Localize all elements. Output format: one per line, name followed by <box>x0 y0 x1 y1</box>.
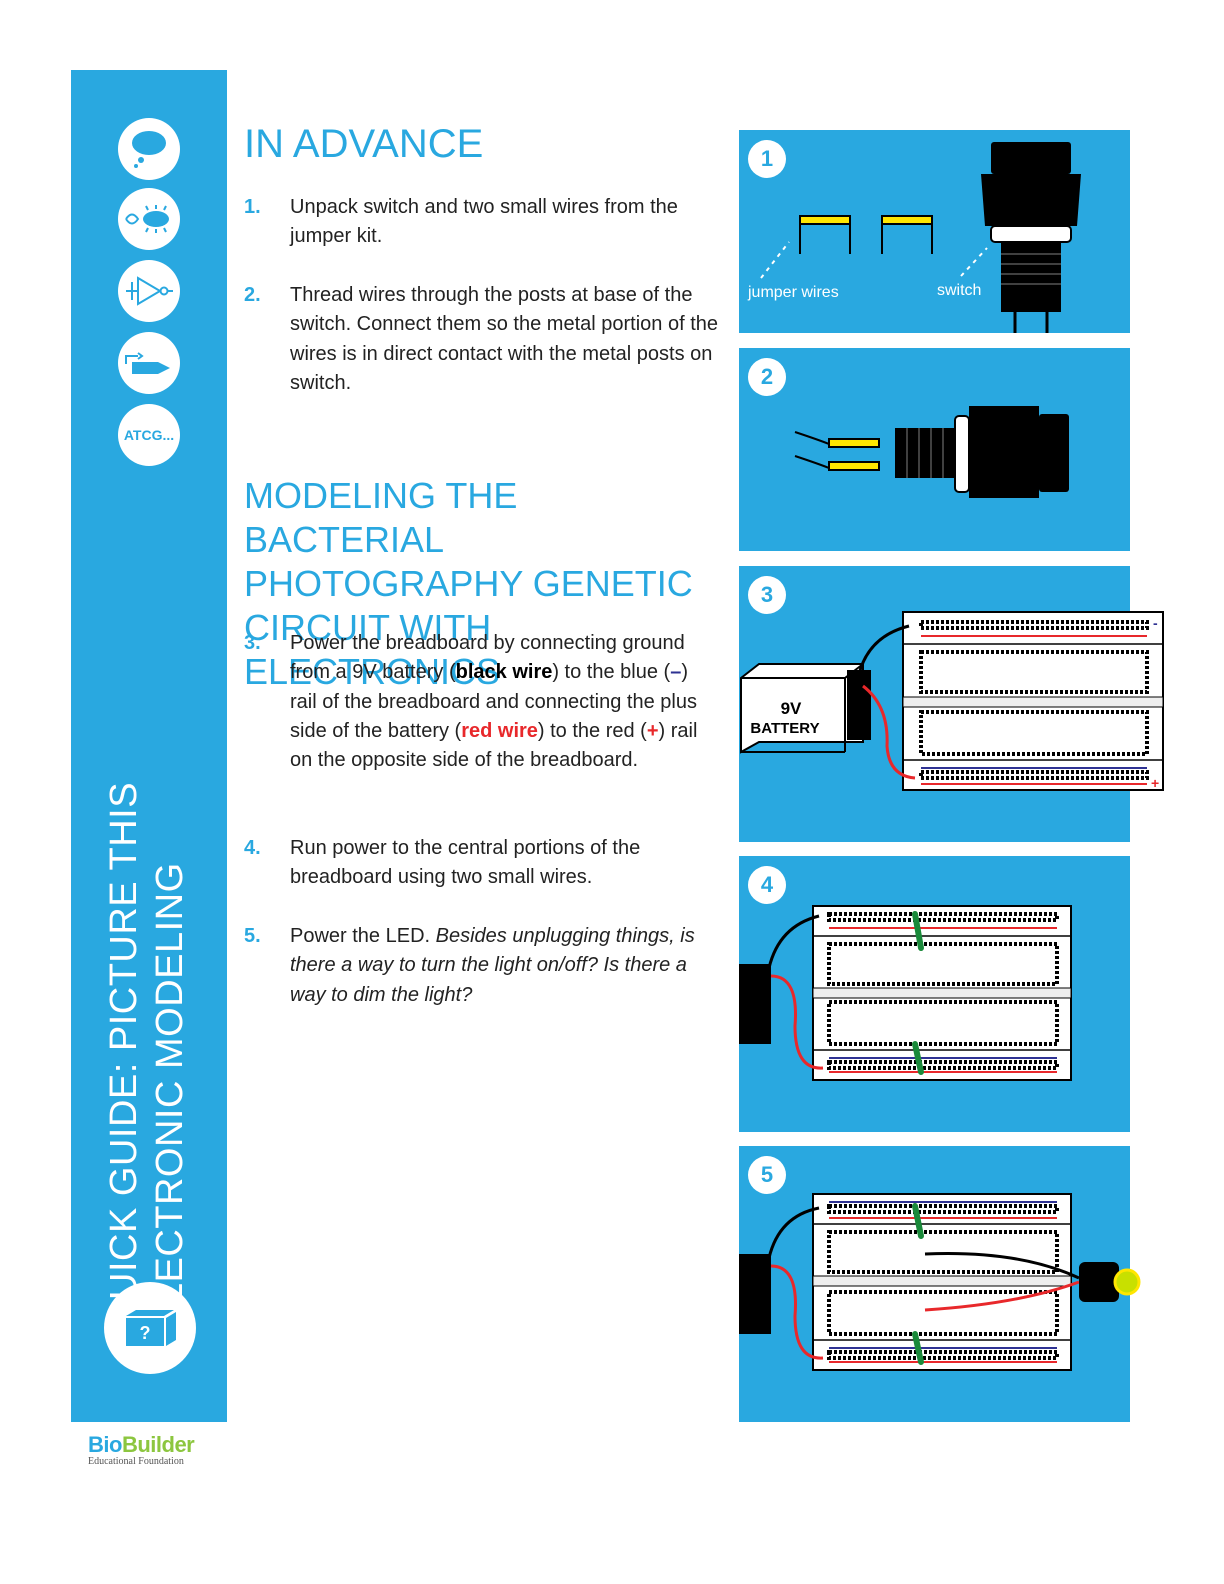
step-text: Thread wires through the posts at base o… <box>290 284 718 394</box>
panel-2: 2 <box>739 348 1130 551</box>
heading-in-advance: IN ADVANCE <box>244 122 484 166</box>
minus-sign: – <box>670 661 682 684</box>
red-wire <box>770 974 824 1070</box>
sidebar: ATCG... QUICK GUIDE: PICTURE THIS ELECTR… <box>71 70 227 1422</box>
step-text: Unpack switch and two small wires from t… <box>290 196 678 248</box>
breadboard-power-wires-illustration <box>739 905 1072 1081</box>
logo-subtitle: Educational Foundation <box>88 1456 184 1467</box>
step3-text-4: ) to the red ( <box>537 719 647 742</box>
logic-gate-icon <box>118 260 180 322</box>
biobuilder-logo: BioBuilder Educational Foundation <box>88 1432 195 1467</box>
step-2: 2. Thread wires through the posts at bas… <box>244 281 720 398</box>
black-wire <box>857 624 910 675</box>
logo-name-part1: Bio <box>88 1432 122 1457</box>
step-number: 1. <box>244 196 261 218</box>
black-wire <box>767 1206 820 1259</box>
sidebar-title-line1: QUICK GUIDE: PICTURE THIS <box>103 781 145 1330</box>
sidebar-title-line2: ELECTRONIC MODELING <box>149 862 191 1330</box>
mystery-box-mark: ? <box>140 1323 151 1343</box>
panel-number: 2 <box>748 358 786 396</box>
plus-sign: + <box>646 719 659 742</box>
step3-text-2: ) to the blue ( <box>552 661 671 684</box>
step-number: 2. <box>244 284 261 306</box>
svg-text:-: - <box>1153 615 1158 631</box>
breadboard-led-illustration <box>739 1193 1141 1371</box>
black-wire <box>767 914 820 969</box>
panel-number: 3 <box>748 576 786 614</box>
label-switch: switch <box>937 282 982 299</box>
sidebar-title: QUICK GUIDE: PICTURE THIS ELECTRONIC MOD… <box>101 330 193 1330</box>
led-ground-wire <box>924 1252 1080 1280</box>
svg-text:+: + <box>1151 775 1159 791</box>
panel-3: 3 - + 9V BATTERY <box>739 566 1164 842</box>
led-power-wire <box>924 1280 1080 1312</box>
step-number: 4. <box>244 837 261 859</box>
led-light <box>1079 1262 1141 1302</box>
step-1: 1. Unpack switch and two small wires fro… <box>244 193 720 252</box>
step-number: 3. <box>244 632 261 654</box>
plug-icon <box>118 332 180 394</box>
power-wire-bottom <box>912 1041 924 1075</box>
panel-1: 1 jumper wires switch <box>739 130 1130 333</box>
step-4: 4. Run power to the central portions of … <box>244 834 720 893</box>
battery-breadboard-illustration: - + 9V BATTERY <box>740 611 1164 791</box>
battery-label-9v: 9V <box>781 699 802 718</box>
panel-number: 1 <box>748 140 786 178</box>
thought-bubble-icon <box>118 118 180 180</box>
atcg-label: ATCG... <box>123 427 175 443</box>
red-wire <box>862 684 916 780</box>
step-number: 5. <box>244 925 261 947</box>
panel-4: 4 <box>739 856 1130 1132</box>
step3-text-5: ) rail on the opposite side of the bread… <box>290 719 698 772</box>
logo-name-part2: Builder <box>121 1432 195 1457</box>
step5-question: Besides unplugging things, is there a wa… <box>290 925 695 1006</box>
step3-text-3: ) rail of the breadboard and connecting … <box>290 661 697 742</box>
step-text: Power the breadboard by connecting groun… <box>290 629 720 775</box>
jumper-wires-and-switch-illustration <box>760 142 1081 333</box>
battery-label-battery: BATTERY <box>750 720 819 737</box>
atcg-icon: ATCG... <box>118 404 180 466</box>
jumper-wire-left <box>799 215 851 254</box>
bacteria-icon <box>118 188 180 250</box>
panel-number: 4 <box>748 866 786 904</box>
wired-switch-illustration <box>794 406 1069 498</box>
step3-text-1: Power the breadboard by connecting groun… <box>290 632 685 684</box>
red-wire <box>770 1264 824 1360</box>
heading-modeling: MODELING THE BACTERIAL PHOTOGRAPHY GENET… <box>244 475 693 692</box>
red-wire-label: red wire <box>461 719 538 742</box>
black-wire-label: black wire <box>455 661 553 684</box>
battery-9v: 9V BATTERY <box>740 663 871 754</box>
jumper-wire-right <box>881 215 933 254</box>
step-3: 3. Power the breadboard by connecting gr… <box>244 629 720 775</box>
step-text: Power the LED. Besides unplugging things… <box>290 922 720 1010</box>
step5-text: Power the LED. <box>290 925 436 947</box>
step-text: Run power to the central portions of the… <box>290 837 641 889</box>
battery-9v <box>739 964 771 1044</box>
panel-5: 5 <box>739 1146 1141 1422</box>
battery-9v <box>739 1254 771 1334</box>
power-wire-top <box>912 911 924 951</box>
mystery-box-icon: ? <box>104 1282 196 1374</box>
step-5: 5. Power the LED. Besides unplugging thi… <box>244 922 720 1010</box>
label-jumper-wires: jumper wires <box>748 284 839 301</box>
switch-shape <box>981 142 1081 333</box>
panel-number: 5 <box>748 1156 786 1194</box>
